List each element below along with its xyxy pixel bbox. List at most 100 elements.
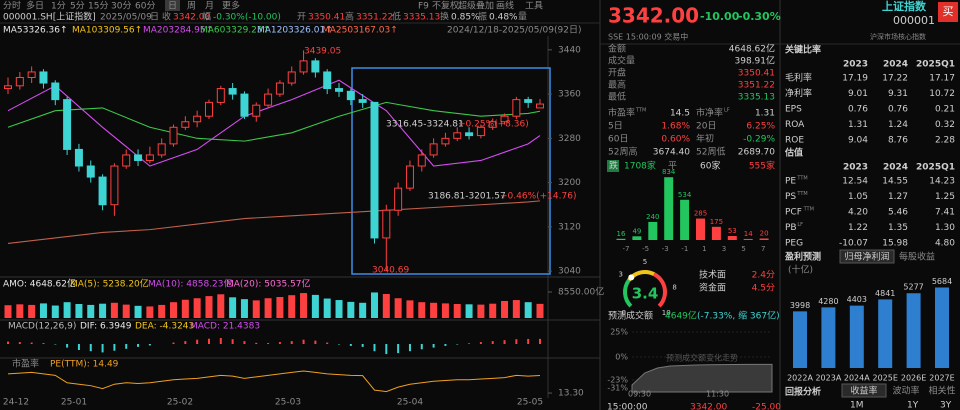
gauge-tick: 10 (662, 309, 671, 317)
score-value: 2.4分 (752, 270, 775, 281)
volume-bar (205, 296, 213, 318)
macd-bar (468, 343, 471, 344)
tab[interactable]: 日 (168, 1, 177, 12)
axis-label: -7 (623, 245, 630, 253)
candle-body (169, 126, 178, 145)
tab-box[interactable] (841, 383, 887, 398)
row-label: 最低 (608, 91, 626, 103)
period: 3Y (940, 401, 952, 410)
index-name: 上证指数 (882, 0, 927, 13)
cell: 2.28 (935, 136, 955, 146)
tool: 超级叠加 (458, 0, 494, 12)
y-tick-label: 8550.00亿 (558, 286, 604, 298)
annotation: +0.25%(+8.36) (458, 120, 529, 130)
forecast-title: 预测成交额 (608, 310, 653, 322)
tab[interactable]: 5分 (70, 1, 85, 12)
y-tick-label: 3200 (558, 178, 581, 188)
data-label: 4280 (818, 297, 838, 306)
data-label: 5277 (903, 283, 923, 292)
cell: 10.72 (929, 89, 955, 99)
bar (878, 299, 893, 368)
candle-body (488, 121, 497, 128)
data-label: 16 (617, 230, 626, 238)
axis-label: -3 (662, 245, 669, 253)
info-label: 振 (478, 11, 487, 23)
change: -10.00 (700, 10, 740, 23)
macd-bar (231, 339, 234, 344)
annotation: 3439.05 (304, 47, 341, 57)
pair-label: 20日 (696, 121, 716, 132)
data-label: 3998 (790, 301, 810, 310)
data-label: 20 (760, 229, 769, 237)
indicator-label: MA(10): 4858.23亿 (148, 278, 233, 290)
tab[interactable]: 多日 (26, 0, 44, 12)
x-tick-label: 25-04 (397, 398, 423, 408)
row-label: PB (785, 223, 797, 233)
candle-body (441, 137, 450, 145)
volume-bar (146, 306, 154, 318)
info-value: 0.48% (489, 13, 518, 23)
dist-bar (696, 218, 705, 240)
volume-bar (252, 300, 260, 318)
volume-bar (63, 302, 71, 318)
row-label: ROE (785, 136, 804, 146)
axis-label: 1 (702, 245, 706, 253)
index-code: 000001 (893, 14, 935, 27)
score-label: 资金面 (699, 282, 726, 294)
candle-body (252, 104, 261, 117)
data-label: 4403 (847, 295, 867, 304)
section-title: 回报分析 (785, 386, 821, 398)
candle-body (405, 165, 414, 189)
axis-label: -1 (681, 245, 688, 253)
gauge-tick: 0 (622, 309, 626, 317)
tab[interactable]: 分时 (3, 0, 21, 12)
cell: 0.32 (935, 120, 955, 130)
indicator-label: PE(TTM): 14.49 (50, 360, 119, 370)
row-label: 毛利率 (785, 72, 812, 84)
tab[interactable]: 15分 (88, 1, 108, 12)
code: 000001.SH[上证指数] (3, 11, 96, 23)
tab[interactable]: 1分 (51, 1, 66, 12)
macd-bar (30, 342, 33, 344)
volume-bar (264, 298, 272, 318)
macd-bar (18, 342, 21, 344)
macd-bar (432, 344, 435, 348)
row-value: 3350.41 (738, 69, 775, 79)
candle-body (335, 88, 344, 92)
volume-bar (418, 302, 426, 318)
volume-bar (51, 305, 59, 318)
row-value: 3335.13 (738, 93, 775, 103)
gauge-score: 3.4 (632, 285, 659, 303)
cell: 9.04 (848, 136, 868, 146)
buy-button[interactable] (938, 2, 958, 22)
candle-body (429, 143, 438, 156)
x-tick-label: 2027E (929, 374, 954, 383)
tab[interactable]: 60分 (135, 1, 155, 12)
x-tick-label: 24-12 (3, 398, 29, 408)
tab[interactable]: 归母净利润 (844, 251, 889, 263)
indicator-label: MA(20): 5035.57亿 (226, 278, 311, 290)
x-tick-label: 25-03 (275, 398, 301, 408)
row-label: 成交量 (608, 55, 635, 67)
tab[interactable]: 更多 (222, 0, 240, 12)
tab[interactable]: 月 (205, 1, 214, 12)
tab[interactable]: 周 (187, 1, 196, 12)
y-tick-label: 3040 (558, 267, 581, 277)
tab[interactable]: 每股收益 (899, 251, 935, 263)
tab[interactable]: 波动率 (892, 385, 919, 397)
col-header: 2024 (883, 60, 908, 70)
gauge-arc (653, 272, 667, 308)
tool: 不复权 (432, 0, 459, 12)
row-label: 净利率 (785, 87, 812, 99)
tab[interactable]: 30分 (111, 1, 131, 12)
tab[interactable]: 相关性 (928, 385, 955, 397)
tab-box[interactable] (839, 249, 895, 264)
indicator-label: DIF: 6.3949 (80, 322, 132, 332)
cell: 8.76 (888, 136, 908, 146)
annotation: 3040.69 (372, 266, 409, 276)
macd-bar (290, 341, 293, 344)
row-label: EPS (785, 105, 802, 115)
dist-bar (632, 236, 642, 240)
active-tab[interactable] (165, 0, 180, 11)
tab[interactable]: 收益率 (850, 385, 877, 397)
